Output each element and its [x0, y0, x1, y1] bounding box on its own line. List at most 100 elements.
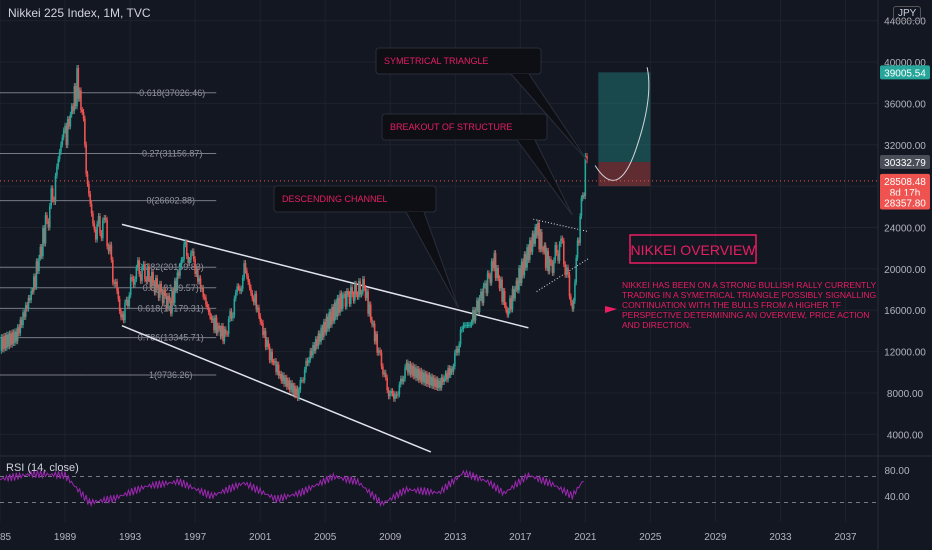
candle-body — [128, 295, 131, 307]
candle-body — [211, 318, 214, 320]
candle-body — [243, 263, 245, 278]
candle-body — [468, 324, 470, 326]
candle-body — [335, 302, 337, 317]
candle-body — [542, 249, 544, 252]
candle-body — [558, 244, 561, 261]
candle-body — [255, 293, 258, 310]
candle-body — [148, 266, 150, 280]
candle-body — [339, 293, 341, 313]
candle-body — [73, 86, 76, 112]
overview-text-line: NIKKEI HAS BEEN ON A STRONG BULLISH RALL… — [622, 280, 876, 290]
candle-body — [268, 346, 271, 361]
chart-title: Nikkei 225 Index, 1M, TVC — [8, 6, 151, 20]
candle-body — [50, 188, 53, 206]
candle-body — [539, 231, 542, 250]
candle-body — [543, 245, 546, 252]
candle-body — [219, 328, 222, 337]
candle-body — [280, 373, 283, 381]
candle-body — [81, 109, 84, 112]
currency-badge[interactable]: JPY — [893, 6, 922, 21]
candle-body — [340, 293, 343, 309]
candle-body — [48, 205, 51, 228]
candle-body — [275, 361, 277, 373]
candle-body — [398, 384, 401, 395]
sym-triangle-callout-pointer — [510, 73, 588, 161]
time-tick-label: 2021 — [574, 532, 597, 543]
time-tick-label: 2033 — [769, 532, 792, 543]
candle-body — [303, 369, 306, 381]
candle-body — [408, 364, 410, 373]
candle-body — [314, 339, 317, 351]
candle-body — [94, 229, 97, 240]
candle-body — [496, 267, 498, 278]
candle-body — [567, 267, 569, 275]
candle-body — [54, 175, 57, 203]
candle-body — [316, 339, 318, 347]
candle-body — [372, 323, 375, 325]
candle-body — [156, 277, 158, 288]
candle-body — [227, 319, 230, 334]
candle-body — [528, 240, 531, 260]
candle-body — [586, 155, 588, 161]
channel-lower-line — [121, 325, 432, 453]
time-tick-label: 1989 — [54, 532, 77, 543]
candle-body — [355, 283, 357, 295]
candle-body — [7, 334, 9, 347]
candle-body — [288, 380, 291, 390]
candle-body — [172, 290, 175, 303]
rsi-pane: 80.00 40.00 — [0, 466, 910, 508]
candle-body — [185, 242, 188, 257]
candle-body — [564, 264, 567, 275]
candle-body — [10, 333, 12, 345]
candle-body — [424, 373, 427, 383]
candle-body — [239, 287, 241, 292]
time-tick-label: 2017 — [509, 532, 532, 543]
candle-body — [391, 391, 394, 394]
candle-body — [337, 297, 340, 313]
candle-body — [138, 260, 141, 274]
candle-body — [190, 253, 192, 261]
candle-body — [38, 257, 40, 272]
candle-body — [57, 159, 60, 167]
candle-body — [0, 337, 3, 351]
candle-body — [463, 325, 466, 327]
overview-title-box — [629, 234, 757, 264]
candle-body — [90, 203, 93, 214]
candle-body — [535, 226, 538, 236]
candle-body — [404, 367, 406, 379]
candle-body — [444, 373, 447, 379]
candle-body — [136, 260, 139, 268]
profit-zone — [598, 72, 651, 163]
candle-body — [194, 259, 196, 275]
candle-body — [271, 351, 273, 362]
candle-body — [423, 372, 425, 383]
candle-body — [129, 277, 132, 296]
candle-body — [332, 307, 335, 321]
candle-body — [481, 291, 484, 303]
candle-body — [325, 316, 328, 333]
candle-body — [229, 311, 231, 320]
candle-body — [309, 350, 312, 360]
axes: 44000.0040000.0036000.0032000.0028000.00… — [0, 17, 930, 543]
overview-text-line: AND DIRECTION. — [622, 320, 691, 330]
candle-body — [465, 325, 467, 327]
price-series — [0, 64, 588, 402]
candle-body — [5, 334, 8, 348]
candle-body — [207, 307, 210, 313]
candle-body — [66, 119, 69, 146]
candle-body — [546, 250, 548, 268]
price-tick-label: 36000.00 — [884, 99, 926, 110]
time-tick-label: 2037 — [834, 532, 857, 543]
candle-body — [289, 383, 292, 390]
candle-body — [530, 240, 532, 252]
candle-body — [575, 257, 578, 283]
candle-body — [354, 283, 356, 301]
candle-body — [489, 275, 492, 283]
triangle-lower — [536, 258, 589, 293]
candle-body — [446, 373, 448, 380]
candle-body — [240, 288, 243, 292]
candle-body — [553, 260, 555, 273]
candle-body — [8, 333, 11, 347]
